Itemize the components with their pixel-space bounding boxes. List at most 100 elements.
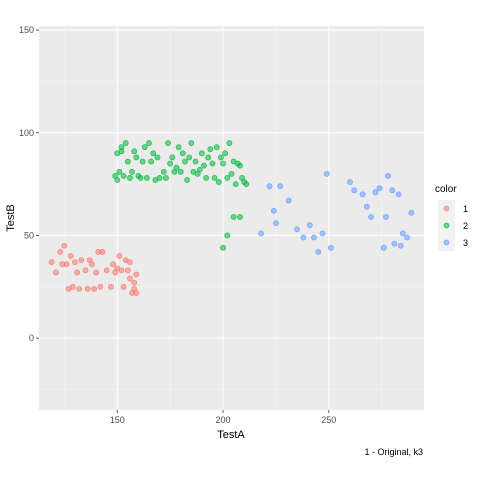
data-point-series-3 [404, 234, 410, 241]
major-gridlines [39, 26, 424, 410]
y-axis-ticks: 0 50 100 150 [19, 25, 39, 343]
data-point-series-1 [72, 259, 78, 266]
data-point-series-1 [69, 283, 76, 290]
data-point-series-2 [143, 175, 150, 181]
data-point-series-2 [184, 177, 190, 183]
data-point-series-3 [399, 230, 406, 237]
legend-label-1: 1 [463, 204, 468, 214]
data-point-series-1 [63, 261, 70, 268]
data-point-series-2 [173, 164, 180, 171]
data-point-series-2 [120, 173, 127, 179]
data-point-series-3 [395, 191, 402, 198]
data-point-series-2 [133, 154, 140, 161]
data-point-series-2 [169, 154, 176, 161]
legend-key-3 [443, 239, 450, 246]
data-point-series-1 [53, 269, 59, 276]
data-point-series-2 [124, 158, 131, 165]
data-point-series-2 [131, 148, 138, 155]
data-point-series-1 [76, 285, 83, 292]
data-point-series-3 [372, 189, 379, 196]
x-tick-label: 150 [110, 415, 125, 425]
x-axis-title: TestA [217, 429, 245, 441]
data-point-series-3 [376, 185, 383, 192]
data-point-series-3 [315, 248, 322, 255]
data-point-series-2 [211, 175, 218, 181]
data-point-series-2 [224, 175, 231, 181]
data-point-series-3 [359, 191, 366, 198]
data-point-series-1 [97, 283, 104, 290]
data-point-series-1 [84, 285, 91, 292]
data-point-series-2 [186, 154, 193, 161]
data-point-series-2 [129, 168, 135, 175]
data-point-series-2 [141, 144, 148, 151]
data-point-series-2 [163, 175, 169, 181]
data-point-series-3 [323, 170, 330, 177]
minor-gridlines [39, 26, 424, 410]
data-point-series-3 [319, 230, 326, 237]
data-point-series-3 [363, 203, 370, 210]
data-point-series-3 [273, 220, 279, 227]
data-point-series-2 [160, 168, 167, 175]
data-point-series-2 [224, 232, 231, 239]
data-point-series-2 [230, 214, 237, 220]
data-point-series-2 [218, 154, 224, 161]
data-point-series-2 [114, 177, 121, 183]
data-point-series-2 [192, 158, 199, 165]
y-tick-label: 50 [24, 230, 34, 240]
data-point-series-1 [108, 283, 114, 290]
data-point-series-3 [266, 183, 273, 190]
data-point-series-3 [328, 244, 334, 251]
x-tick-label: 200 [216, 415, 231, 425]
data-point-series-2 [213, 144, 220, 151]
legend-items: 1 2 3 [438, 200, 468, 251]
data-point-series-3 [368, 214, 375, 220]
data-point-series-2 [215, 179, 222, 185]
data-point-series-2 [154, 154, 161, 161]
data-point-series-2 [209, 160, 216, 167]
data-point-series-2 [116, 168, 123, 175]
data-point-series-2 [237, 214, 243, 220]
data-point-series-2 [228, 170, 235, 177]
data-point-series-2 [179, 150, 186, 157]
data-point-series-2 [243, 181, 250, 188]
data-point-series-2 [203, 175, 210, 181]
chart-caption: 1 - Original, k3 [364, 447, 423, 457]
data-point-series-1 [61, 242, 68, 249]
data-point-series-2 [237, 162, 243, 169]
legend-key-1 [443, 205, 450, 212]
data-point-series-3 [306, 222, 313, 229]
data-point-series-2 [196, 166, 203, 173]
data-point-series-2 [232, 181, 239, 188]
data-point-series-1 [124, 267, 131, 274]
data-point-series-3 [380, 244, 387, 251]
data-point-series-3 [277, 183, 284, 190]
data-point-series-2 [139, 158, 146, 165]
data-point-series-2 [201, 162, 207, 169]
data-point-series-2 [220, 160, 226, 167]
data-point-series-3 [270, 207, 277, 214]
data-point-series-2 [175, 144, 182, 151]
y-axis-title: TestB [5, 204, 17, 232]
data-point-series-1 [93, 269, 100, 276]
data-point-series-1 [103, 267, 110, 274]
data-point-series-2 [146, 140, 152, 146]
data-point-series-1 [57, 248, 64, 255]
data-point-series-2 [148, 158, 155, 165]
data-point-series-1 [116, 253, 123, 259]
data-point-series-3 [397, 242, 404, 249]
data-point-series-2 [122, 140, 129, 146]
data-point-series-1 [74, 269, 80, 276]
data-point-series-2 [188, 140, 195, 146]
data-point-series-2 [150, 150, 157, 157]
data-point-series-2 [198, 150, 205, 157]
data-point-series-2 [222, 150, 229, 157]
data-point-series-1 [91, 285, 97, 292]
data-point-series-1 [82, 267, 89, 274]
data-point-series-2 [165, 140, 171, 146]
data-point-series-1 [131, 279, 138, 286]
data-point-series-2 [156, 175, 163, 181]
data-point-series-3 [300, 234, 307, 241]
x-axis-ticks: 150 200 250 [110, 410, 336, 425]
data-point-series-2 [118, 148, 125, 155]
